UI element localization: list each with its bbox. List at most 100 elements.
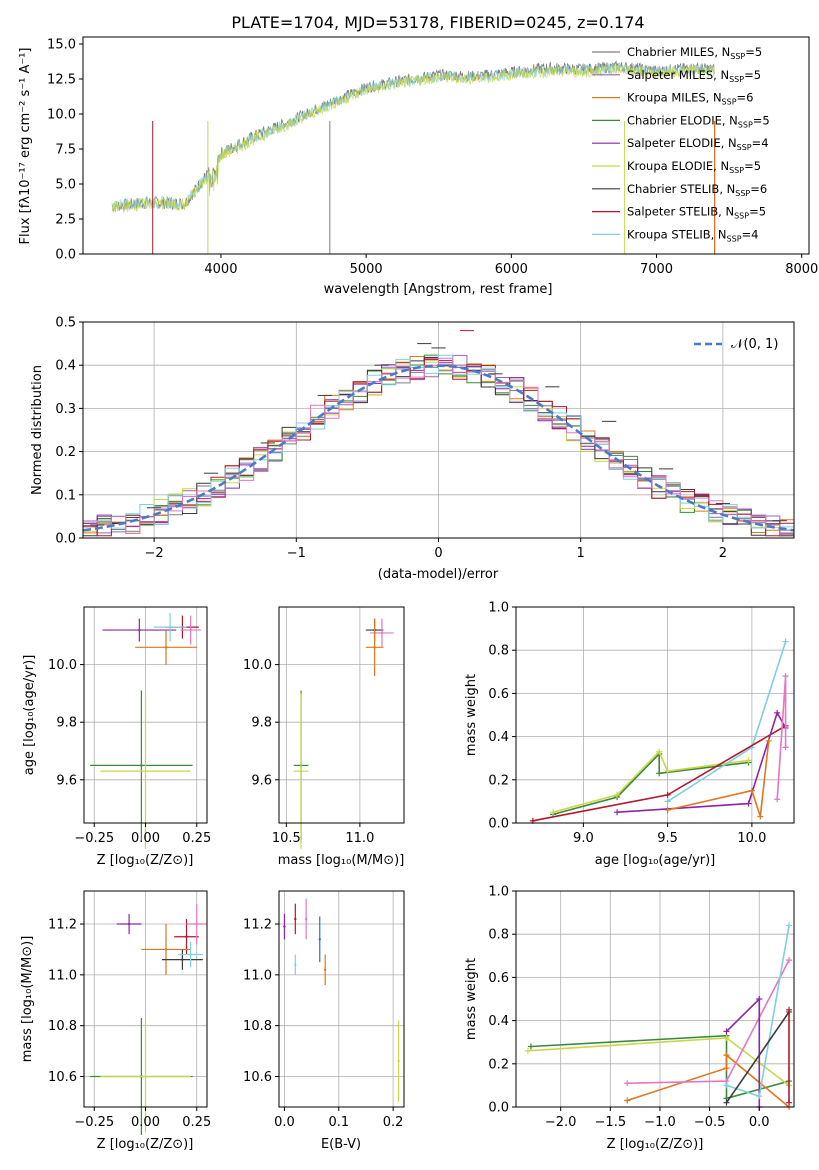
age-vs-metallicity-panel: −0.25 0.00 0.25 9.6 9.8 10.0 (48, 606, 211, 849)
weight-vs-metallicity-marker-5-1 (756, 1093, 763, 1100)
weight-vs-age-marker-1-1 (614, 791, 621, 798)
mass-vs-ebv-point-0 (283, 925, 286, 928)
mass-vs-ebv-point-1 (294, 917, 297, 921)
spectrum-xtick-label-3: 7000 (640, 262, 673, 277)
weight-vs-age-marker-5-3 (765, 737, 772, 744)
age-vs-mass-xtick-label-1: 11.0 (345, 831, 374, 846)
mass-vs-ebv-point-2 (294, 963, 297, 966)
weight-vs-metallicity-ytick-label-1: 0.2 (488, 1057, 509, 1072)
weight-vs-metallicity-marker-3-2 (786, 957, 793, 964)
spectrum-ytick-label-6: 15.0 (47, 38, 76, 53)
age-vs-mass-panel: 10.5 11.0 9.6 9.8 10.0 (243, 606, 405, 849)
age-vs-mass-xlabel: mass [log₁₀(M/M⊙)] (278, 853, 405, 868)
spectrum-legend: Chabrier MILES, NSSP=5 Salpeter MILES, NS… (592, 45, 770, 243)
weight-vs-age-series-6 (776, 676, 787, 800)
mass-vs-metallicity-point-2 (127, 922, 131, 926)
weight-vs-age-xtick-label-0: 9.0 (573, 831, 594, 846)
mass-vs-metallicity-ylabel: mass [log₁₀(M/M⊙)] (20, 936, 35, 1063)
weight-vs-age-ytick-label-5: 1.0 (488, 601, 509, 616)
spectrum-legend-label-7: Salpeter STELIB, NSSP=5 (627, 205, 766, 221)
weight-vs-age-ytick-label-1: 0.2 (488, 773, 509, 788)
mass-vs-ebv-point-4 (318, 938, 321, 941)
weight-vs-age-series-5 (667, 740, 770, 817)
spectrum-title: PLATE=1704, MJD=53178, FIBERID=0245, z=0… (231, 13, 644, 32)
age-vs-metallicity-point-4 (164, 646, 168, 649)
age-vs-metallicity-xtick-label-2: 0.25 (182, 831, 211, 846)
age-vs-metallicity-xtick-label-0: −0.25 (74, 831, 114, 846)
spectrum-ylabel: Flux [fλ10⁻¹⁷ erg cm⁻² s⁻¹ A⁻¹] (18, 48, 33, 245)
mass-vs-metallicity-ytick-label-2: 11.0 (48, 968, 77, 983)
age-vs-metallicity-point-2 (138, 628, 141, 632)
weight-vs-age-marker-0-3 (656, 770, 663, 777)
spectrum-legend-label-8: Kroupa STELIB, NSSP=4 (627, 227, 758, 243)
weight-vs-metallicity-ytick-label-5: 1.0 (488, 885, 509, 900)
age-vs-metallicity-ytick-label-2: 10.0 (48, 658, 77, 673)
residuals-ytick-label-2: 0.2 (55, 445, 76, 460)
spectrum-legend-label-6: Chabrier STELIB, NSSP=6 (627, 182, 767, 198)
weight-vs-age-series-2 (667, 641, 787, 803)
weight-vs-metallicity-marker-3-0 (624, 1080, 631, 1087)
spectrum-series-2 (111, 63, 715, 214)
weight-vs-metallicity-xlabel: Z [log₁₀(Z/Z⊙)] (607, 1137, 704, 1152)
weight-vs-metallicity-ytick-label-3: 0.6 (488, 971, 509, 986)
weight-vs-metallicity-series-5 (726, 925, 790, 1098)
weight-vs-age-ytick-label-4: 0.8 (488, 644, 509, 659)
age-vs-metallicity-point-6 (168, 625, 172, 629)
spectrum-ytick-label-4: 10.0 (47, 108, 76, 123)
residuals-xtick-label-3: 1 (577, 546, 585, 561)
residuals-histograms (82, 330, 795, 537)
age-vs-mass-point-3 (380, 631, 384, 635)
weight-vs-metallicity-marker-2-1 (723, 1065, 730, 1072)
spectrum-ytick-label-3: 7.5 (55, 143, 76, 158)
weight-vs-metallicity-marker-4-1 (756, 996, 763, 1002)
spectrum-panel: PLATE=1704, MJD=53178, FIBERID=0245, z=0… (18, 13, 818, 297)
spectrum-ytick-label-5: 12.5 (47, 73, 76, 88)
weight-vs-metallicity-panel: −2.0 −1.5 −1.0 −0.5 0.0 0.0 0.2 0.4 0.6 0.8 1.0 (488, 885, 795, 1130)
mass-vs-metallicity-point-5 (195, 922, 198, 926)
weight-vs-age-marker-4-1 (745, 800, 752, 807)
spectrum-legend-label-3: Chabrier ELODIE, NSSP=5 (627, 113, 770, 129)
age-vs-metallicity-point-0 (140, 764, 143, 767)
weight-vs-age-xlabel: age [log₁₀(age/yr)] (595, 853, 716, 868)
weight-vs-metallicity-marker-0-0 (527, 1043, 534, 1050)
weight-vs-metallicity-xtick-label-0: −2.0 (545, 1115, 577, 1130)
weight-vs-metallicity-xtick-label-2: −1.0 (644, 1115, 676, 1130)
weight-vs-age-marker-5-0 (664, 807, 671, 814)
spectrum-legend-label-1: Salpeter MILES, NSSP=5 (627, 68, 761, 84)
weight-vs-metallicity-marker-7-1 (786, 1099, 793, 1106)
residuals-ytick-label-4: 0.4 (55, 359, 76, 374)
weight-vs-metallicity-marker-2-0 (624, 1097, 631, 1104)
mass-vs-metallicity-ytick-label-0: 10.6 (48, 1070, 77, 1085)
spectrum-series-1 (111, 61, 715, 213)
mass-vs-metallicity-panel: −0.25 0.00 0.25 10.6 10.8 11.0 11.2 (48, 890, 211, 1135)
spectrum-ytick-label-1: 2.5 (55, 213, 76, 228)
weight-vs-age-ylabel: mass weight (464, 674, 479, 756)
mass-vs-ebv-point-5 (323, 968, 327, 971)
mass-vs-metallicity-ytick-label-1: 10.8 (48, 1019, 77, 1034)
weight-vs-metallicity-marker-5-2 (786, 922, 793, 929)
mass-vs-metallicity-point-3 (185, 935, 188, 938)
residuals-legend-label: 𝒩(0, 1) (731, 337, 778, 352)
mass-vs-metallicity-point-4 (164, 948, 168, 951)
age-vs-metallicity-xtick-label-1: 0.00 (131, 831, 160, 846)
age-vs-mass-xtick-label-0: 10.5 (272, 831, 301, 846)
mass-vs-metallicity-ytick-label-3: 11.2 (48, 918, 77, 933)
spectrum-ytick-label-0: 0.0 (55, 248, 76, 263)
age-vs-mass-ytick-label-0: 9.6 (251, 773, 272, 788)
age-vs-metallicity-ytick-label-0: 9.6 (56, 773, 77, 788)
weight-vs-metallicity-frame (515, 890, 795, 1108)
mass-vs-ebv-ytick-label-2: 11.0 (243, 968, 272, 983)
mass-vs-ebv-xlabel: E(B-V) (321, 1137, 361, 1152)
weight-vs-metallicity-xtick-label-4: 0.0 (749, 1115, 770, 1130)
weight-vs-age-marker-2-0 (664, 798, 671, 805)
age-vs-mass-frame (278, 606, 405, 824)
weight-vs-age-panel: 9.0 9.5 10.0 0.0 0.2 0.4 0.6 0.8 1.0 (488, 601, 795, 846)
weight-vs-age-series-1 (552, 750, 749, 813)
age-vs-metallicity-point-5 (189, 628, 192, 632)
weight-vs-metallicity-ylabel: mass weight (464, 958, 479, 1040)
mass-vs-metallicity-point-7 (189, 953, 192, 956)
mass-vs-ebv-point-3 (304, 917, 308, 921)
age-vs-metallicity-point-1 (144, 769, 147, 773)
weight-vs-age-ytick-label-2: 0.4 (488, 730, 509, 745)
